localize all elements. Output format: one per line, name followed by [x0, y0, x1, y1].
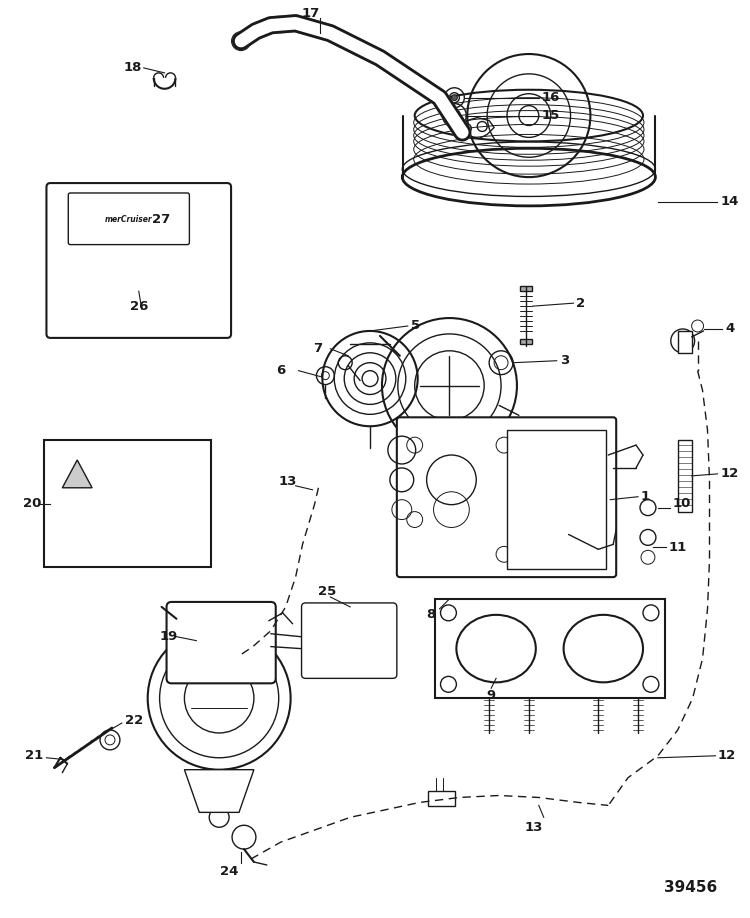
Text: 39456: 39456 — [664, 879, 718, 895]
Bar — [434, 599, 664, 699]
Bar — [678, 331, 692, 353]
Text: 9: 9 — [486, 688, 495, 701]
Text: 26: 26 — [130, 299, 149, 313]
Text: 27: 27 — [152, 213, 170, 226]
Text: 11: 11 — [669, 541, 687, 554]
Text: 20: 20 — [22, 498, 41, 510]
Text: 14: 14 — [721, 196, 739, 208]
Bar — [520, 339, 532, 344]
Text: 13: 13 — [525, 821, 543, 834]
Text: 19: 19 — [160, 630, 178, 644]
Text: 12: 12 — [721, 467, 739, 480]
Text: 2: 2 — [577, 297, 586, 309]
Text: 17: 17 — [302, 6, 320, 20]
Text: 6: 6 — [276, 364, 285, 377]
Bar — [427, 790, 455, 806]
Bar — [678, 440, 692, 511]
Text: 8: 8 — [427, 609, 436, 621]
Text: 24: 24 — [220, 866, 239, 879]
Text: 15: 15 — [542, 109, 560, 122]
Text: 4: 4 — [725, 322, 735, 335]
Text: 25: 25 — [319, 585, 337, 598]
Text: 18: 18 — [124, 62, 142, 74]
Circle shape — [452, 95, 458, 101]
Text: 3: 3 — [560, 354, 568, 367]
FancyBboxPatch shape — [166, 602, 276, 683]
Bar — [112, 206, 128, 218]
Bar — [507, 431, 606, 569]
Text: 21: 21 — [25, 749, 43, 762]
Text: 5: 5 — [411, 319, 420, 332]
Text: 13: 13 — [279, 476, 297, 488]
Polygon shape — [62, 460, 92, 487]
FancyBboxPatch shape — [46, 183, 231, 338]
Text: 12: 12 — [718, 749, 736, 762]
FancyBboxPatch shape — [68, 193, 190, 244]
Text: merCruiser: merCruiser — [105, 216, 153, 224]
FancyBboxPatch shape — [302, 603, 397, 678]
Text: 7: 7 — [314, 342, 322, 355]
Text: 10: 10 — [673, 498, 692, 510]
Bar — [520, 286, 532, 291]
Text: 1: 1 — [641, 490, 650, 503]
Polygon shape — [184, 769, 254, 812]
FancyBboxPatch shape — [397, 418, 616, 577]
Text: 22: 22 — [124, 713, 143, 726]
Bar — [44, 440, 211, 567]
Text: 16: 16 — [542, 91, 560, 105]
